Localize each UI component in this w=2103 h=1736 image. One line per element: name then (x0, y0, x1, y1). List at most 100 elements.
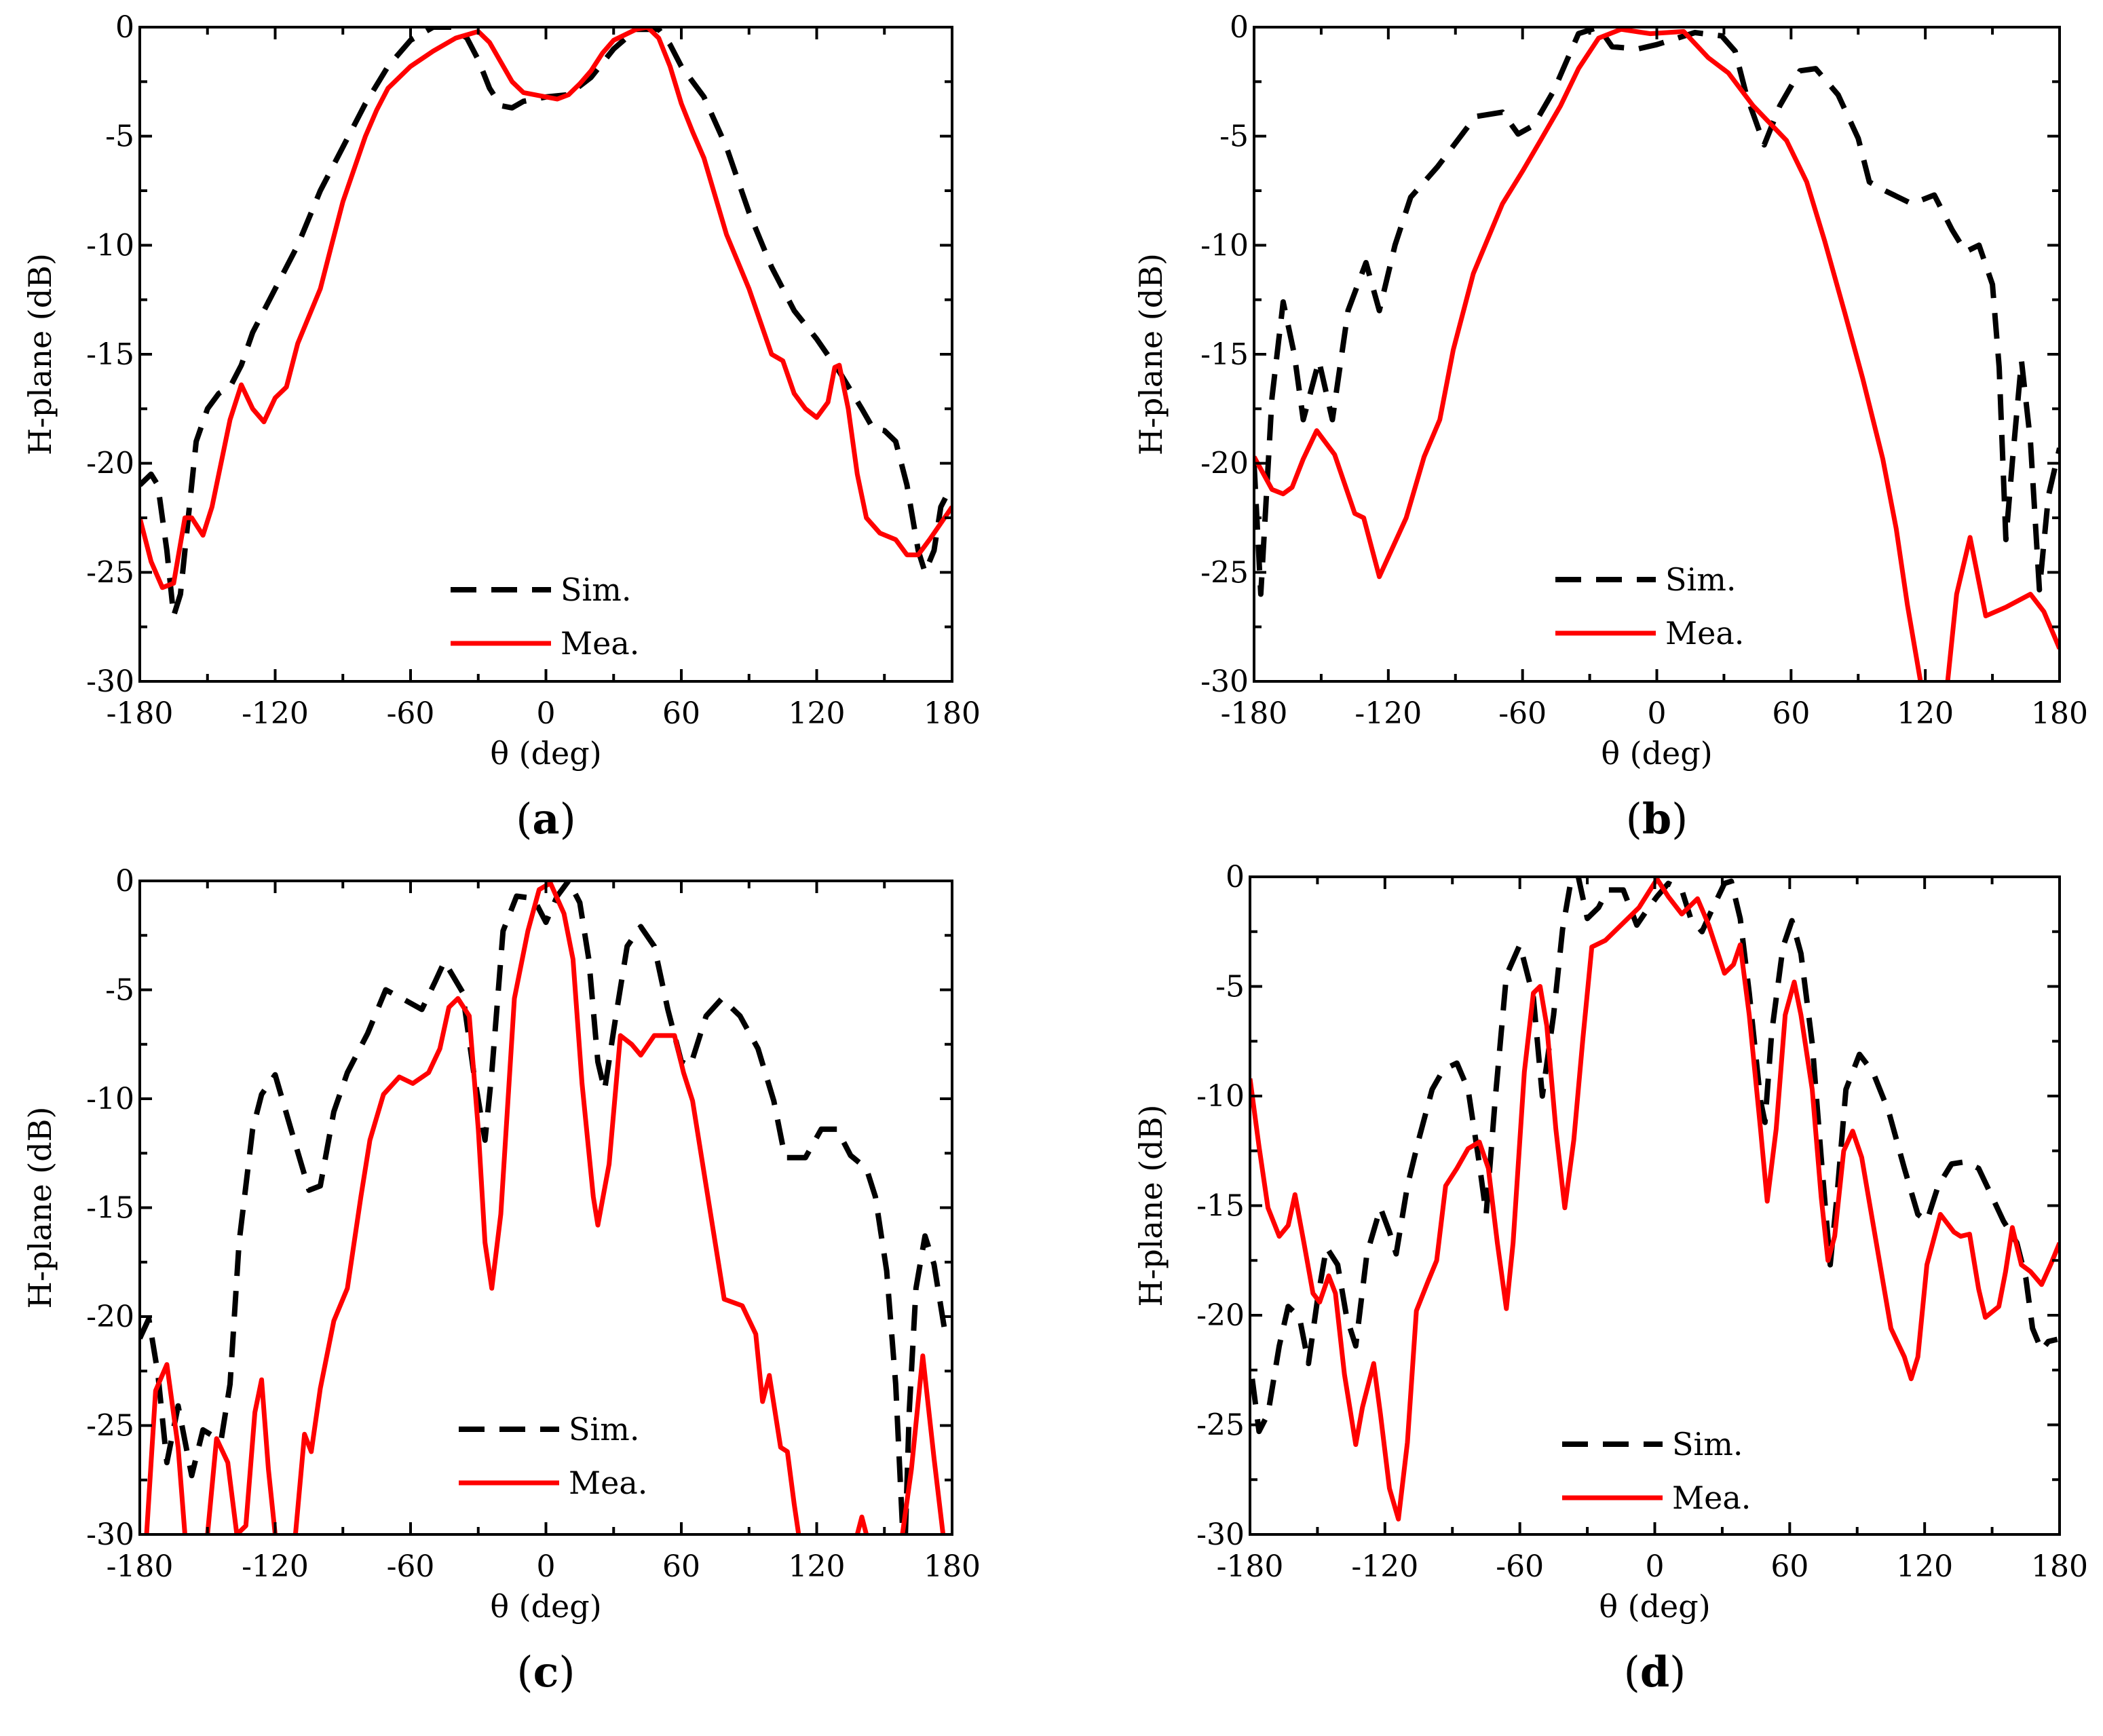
legend-label: Sim. (569, 1411, 639, 1448)
x-axis-label: θ (deg) (490, 735, 601, 772)
x-tick-label: 120 (789, 1549, 846, 1584)
y-axis-label: H-plane (dB) (22, 1107, 58, 1309)
x-tick-label: 60 (662, 1549, 700, 1584)
legend-label: Sim. (1665, 561, 1736, 598)
y-tick-label: -20 (1196, 1298, 1245, 1333)
panel-label-open: ( (516, 794, 532, 844)
series-line-sim (140, 27, 952, 619)
panel-a: -180 -120 -60 0 60 120 180 0 -5 -10 -15 -20 -25 -30 θ … (22, 10, 981, 844)
y-axis-label: H-plane (dB) (22, 253, 58, 455)
panel-label-letter: a (532, 794, 559, 844)
x-tick-label: 180 (2031, 696, 2088, 731)
x-tick-label: -60 (1496, 1549, 1544, 1584)
plot-frame (138, 880, 953, 1536)
x-tick-label: -120 (1354, 696, 1422, 731)
x-tick-label: -120 (242, 1549, 309, 1584)
series-line-sim (1250, 877, 2058, 1435)
panel-label: (d) (1624, 1647, 1686, 1697)
y-tick-label: 0 (1230, 10, 1249, 45)
panel-b: -180 -120 -60 0 60 120 180 0 -5 -10 -15 -20 -25 -30 θ … (1133, 10, 2088, 844)
legend: Sim. Mea. (459, 1411, 647, 1501)
y-tick-label: -30 (1200, 664, 1249, 699)
series-line-mea (1250, 877, 2060, 1522)
panel-d: -180 -120 -60 0 60 120 180 0 -5 -10 -15 -20 -25 -30 θ … (1133, 860, 2088, 1697)
series-line-sim (1254, 27, 2060, 597)
y-axis-label: H-plane (dB) (1133, 1105, 1169, 1307)
panel-label-letter: d (1640, 1647, 1669, 1697)
legend-label: Sim. (561, 571, 631, 608)
x-tick-label: 120 (1896, 1549, 1953, 1584)
x-tick-label: 0 (537, 696, 556, 731)
x-axis-label: θ (deg) (1601, 735, 1712, 772)
y-tick-label: -15 (86, 337, 134, 372)
y-tick-label: -30 (1196, 1517, 1245, 1552)
panel-label-open: ( (1624, 1647, 1640, 1697)
x-tick-label: 180 (924, 1549, 981, 1584)
x-tick-label: 0 (537, 1549, 556, 1584)
y-tick-label: -25 (1196, 1408, 1245, 1443)
series-line-mea (1254, 27, 2060, 681)
x-tick-label: 60 (662, 696, 700, 731)
series-line-mea (140, 27, 952, 590)
legend: Sim. Mea. (1562, 1426, 1751, 1516)
x-tick-label: 60 (1772, 696, 1810, 731)
y-tick-label: -15 (1196, 1189, 1245, 1224)
x-tick-label: -180 (107, 696, 174, 731)
x-tick-label: 180 (2031, 1549, 2088, 1584)
panel-label-open: ( (516, 1647, 533, 1697)
y-tick-label: 0 (115, 10, 134, 45)
y-tick-label: -5 (1219, 119, 1249, 154)
y-tick-label: -5 (105, 973, 134, 1008)
y-tick-label: -30 (86, 1517, 134, 1552)
panel-label-open: ( (1626, 794, 1642, 844)
x-tick-label: 120 (789, 696, 846, 731)
y-tick-label: 0 (1226, 860, 1245, 894)
y-tick-label: -30 (86, 664, 134, 699)
legend-label: Mea. (569, 1465, 647, 1501)
x-tick-label: -60 (387, 1549, 435, 1584)
y-tick-label: -25 (86, 1409, 134, 1443)
y-tick-label: -15 (1200, 337, 1249, 372)
legend-label: Sim. (1672, 1426, 1743, 1463)
x-tick-label: 0 (1646, 1549, 1665, 1584)
y-tick-label: -25 (86, 555, 134, 590)
x-tick-label: -60 (1498, 696, 1547, 731)
panel-label-close: ) (560, 794, 576, 844)
y-tick-label: 0 (115, 864, 134, 899)
panel-label-close: ) (1669, 1647, 1686, 1697)
x-tick-label: 120 (1897, 696, 1954, 731)
y-tick-label: -15 (86, 1191, 134, 1226)
panel-label: (b) (1626, 794, 1688, 844)
panel-label-close: ) (1671, 794, 1688, 844)
panel-label: (c) (516, 1647, 575, 1697)
x-tick-label: 180 (924, 696, 981, 731)
y-tick-label: -10 (1196, 1079, 1245, 1114)
y-axis-label: H-plane (dB) (1133, 253, 1169, 455)
x-tick-label: -60 (387, 696, 435, 731)
y-tick-label: -10 (86, 228, 134, 263)
x-tick-label: -180 (1217, 1549, 1284, 1584)
panel-c: -180 -120 -60 0 60 120 180 0 -5 -10 -15 -20 -25 -30 θ … (22, 864, 981, 1697)
series-line-sim (140, 881, 948, 1534)
legend-label: Mea. (1672, 1479, 1751, 1516)
x-tick-label: -120 (242, 696, 309, 731)
panel-label-letter: c (533, 1647, 559, 1697)
x-axis-label: θ (deg) (490, 1588, 601, 1625)
legend: Sim. Mea. (1555, 561, 1744, 652)
plot-frame (1249, 875, 2061, 1536)
panel-label-letter: b (1642, 794, 1671, 844)
x-axis-label: θ (deg) (1599, 1588, 1710, 1625)
y-tick-label: -20 (1200, 447, 1249, 481)
plot-frame (1253, 26, 2061, 683)
legend: Sim. Mea. (451, 571, 639, 662)
panel-label: (a) (516, 794, 576, 844)
y-tick-label: -5 (105, 119, 134, 154)
x-tick-label: -120 (1351, 1549, 1418, 1584)
panel-label-close: ) (558, 1647, 575, 1697)
y-tick-label: -10 (86, 1082, 134, 1116)
legend-label: Mea. (1665, 615, 1744, 652)
plot-frame (138, 26, 953, 683)
x-tick-label: -180 (1221, 696, 1288, 731)
